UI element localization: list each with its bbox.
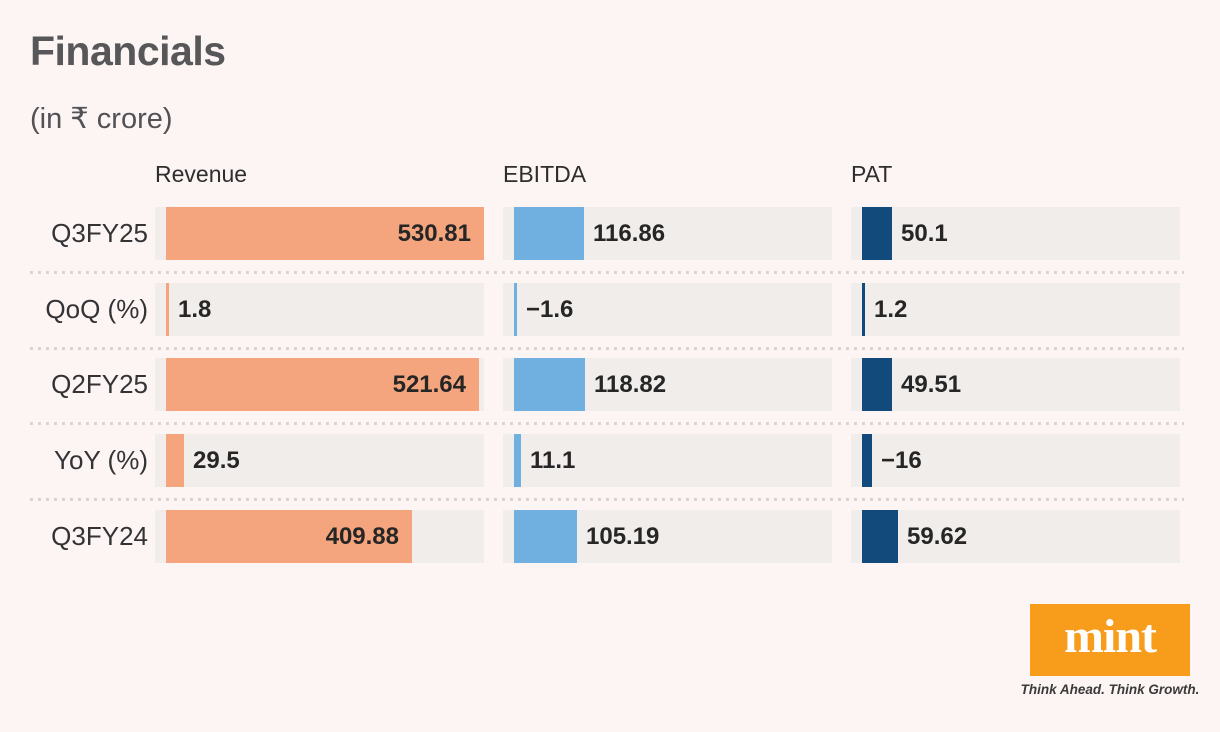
- mint-logo: mint: [1030, 604, 1190, 676]
- bar-track: 116.86: [503, 207, 832, 260]
- page-title: Financials: [30, 28, 226, 74]
- bar-value: 105.19: [586, 523, 660, 550]
- chart-row: Q2FY25 521.64 118.82 49.51: [0, 358, 1220, 411]
- bar-track: 1.2: [851, 283, 1180, 336]
- pat-bar: [862, 434, 872, 487]
- row-label: Q3FY25: [51, 218, 148, 248]
- bar-value: 409.88: [325, 523, 399, 550]
- bar-track: 29.5: [155, 434, 484, 487]
- mint-wordmark: mint: [1064, 610, 1157, 663]
- bar-value: −16: [881, 447, 922, 474]
- bar-value: 59.62: [907, 523, 968, 550]
- pat-bar: [862, 207, 892, 260]
- ebitda-bar: [514, 358, 585, 411]
- bar-value: 11.1: [530, 447, 576, 474]
- revenue-bar: [166, 510, 412, 563]
- pat-bar: [862, 358, 892, 411]
- ebitda-bar: [514, 434, 521, 487]
- bar-track: −16: [851, 434, 1180, 487]
- column-header-revenue: Revenue: [155, 161, 248, 187]
- unit-subtitle: (in ₹ crore): [30, 103, 173, 135]
- ebitda-bar: [514, 207, 584, 260]
- bar-value: 1.2: [874, 296, 908, 323]
- bar-track: 50.1: [851, 207, 1180, 260]
- row-label: Q3FY24: [51, 521, 148, 551]
- column-header-pat: PAT: [851, 161, 893, 187]
- bar-value: −1.6: [526, 296, 574, 323]
- bar-value: 49.51: [901, 371, 962, 398]
- revenue-bar: [166, 207, 484, 260]
- bar-track: −1.6: [503, 283, 832, 336]
- pat-bar: [862, 283, 865, 336]
- bar-track: 11.1: [503, 434, 832, 487]
- bar-value: 29.5: [193, 447, 240, 474]
- chart-row: QoQ (%) 1.8 −1.6 1.2: [0, 283, 1220, 336]
- dotted-row-separator: [30, 498, 1184, 501]
- mint-tagline: Think Ahead. Think Growth.: [1020, 682, 1200, 697]
- bar-track: 409.88: [155, 510, 484, 563]
- ebitda-bar: [514, 283, 517, 336]
- chart-row: YoY (%) 29.5 11.1 −16: [0, 434, 1220, 487]
- bar-track: 59.62: [851, 510, 1180, 563]
- bar-track: 49.51: [851, 358, 1180, 411]
- row-label: Q2FY25: [51, 369, 148, 399]
- bar-track: 521.64: [155, 358, 484, 411]
- dotted-row-separator: [30, 347, 1184, 350]
- revenue-bar: [166, 283, 169, 336]
- bar-track: 118.82: [503, 358, 832, 411]
- chart-row: Q3FY25 530.81 116.86 50.1: [0, 207, 1220, 260]
- bar-track: 530.81: [155, 207, 484, 260]
- revenue-bar: [166, 358, 479, 411]
- bar-track: 1.8: [155, 283, 484, 336]
- pat-bar: [862, 510, 898, 563]
- bar-track: 105.19: [503, 510, 832, 563]
- row-label: QoQ (%): [45, 294, 148, 324]
- dotted-row-separator: [30, 422, 1184, 425]
- ebitda-bar: [514, 510, 577, 563]
- dotted-row-separator: [30, 271, 1184, 274]
- bar-value: 50.1: [901, 220, 948, 247]
- row-label: YoY (%): [54, 445, 148, 475]
- bar-value: 530.81: [397, 220, 471, 247]
- bar-value: 116.86: [593, 220, 666, 247]
- bar-value: 118.82: [594, 371, 667, 398]
- revenue-bar: [166, 434, 184, 487]
- bar-value: 521.64: [392, 371, 466, 398]
- chart-row: Q3FY24 409.88 105.19 59.62: [0, 510, 1220, 563]
- bar-value: 1.8: [178, 296, 212, 323]
- column-header-ebitda: EBITDA: [503, 161, 587, 187]
